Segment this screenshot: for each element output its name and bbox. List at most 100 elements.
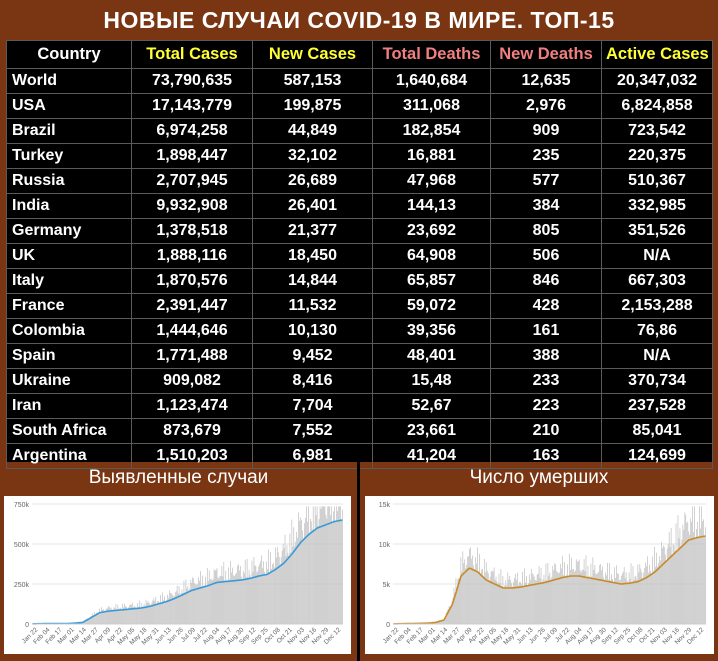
cell-active-cases: N/A xyxy=(601,343,713,369)
data-bar xyxy=(294,546,296,624)
data-bar xyxy=(103,611,105,624)
data-bar xyxy=(113,607,115,624)
data-bar xyxy=(636,579,638,624)
data-bar xyxy=(696,528,697,624)
data-bar xyxy=(653,570,654,624)
data-bar xyxy=(198,577,199,624)
data-bar xyxy=(201,585,202,624)
data-bar xyxy=(218,578,220,624)
data-bar xyxy=(224,581,226,624)
data-bar xyxy=(554,563,556,624)
data-bar xyxy=(669,546,671,624)
data-bar xyxy=(101,609,103,624)
cell-total-deaths: 182,854 xyxy=(372,118,491,144)
data-bar xyxy=(593,570,595,624)
data-bar xyxy=(688,531,690,624)
data-bar xyxy=(676,550,678,624)
cell-new-deaths: 388 xyxy=(490,343,602,369)
data-bar xyxy=(121,609,123,624)
data-bar xyxy=(494,579,496,624)
data-bar xyxy=(695,539,696,624)
data-bar xyxy=(492,571,494,624)
data-bar xyxy=(193,578,195,624)
cell-new-deaths: 846 xyxy=(490,268,602,294)
data-bar xyxy=(675,523,677,624)
data-bar xyxy=(671,554,673,624)
data-bar xyxy=(154,600,156,624)
data-bar xyxy=(639,564,641,624)
data-bar xyxy=(474,569,475,624)
data-bar xyxy=(184,592,186,624)
y-tick-label: 10k xyxy=(379,542,391,549)
data-bar xyxy=(692,506,693,624)
cell-country: World xyxy=(6,68,132,94)
data-bar xyxy=(527,586,528,624)
data-bar xyxy=(525,582,526,624)
data-bar xyxy=(147,600,149,624)
cell-total-deaths: 41,204 xyxy=(372,443,491,469)
data-bar xyxy=(146,602,148,624)
data-bar xyxy=(277,552,279,624)
data-bar xyxy=(328,506,330,624)
data-bar xyxy=(512,586,514,624)
data-bar xyxy=(605,572,606,624)
data-bar xyxy=(673,545,675,624)
data-bar xyxy=(682,524,684,624)
data-bar xyxy=(296,531,298,624)
cell-total-cases: 1,444,646 xyxy=(131,318,253,344)
data-bar xyxy=(608,579,609,624)
data-bar xyxy=(647,556,648,624)
data-bar xyxy=(567,564,568,624)
data-bar xyxy=(104,610,106,624)
data-bar xyxy=(507,572,509,624)
data-bar xyxy=(677,515,679,624)
data-bar xyxy=(668,531,670,624)
data-bar xyxy=(122,603,124,624)
data-bar xyxy=(561,568,562,624)
cell-total-deaths: 1,640,684 xyxy=(372,68,491,94)
data-bar xyxy=(135,607,136,624)
cell-active-cases: 220,375 xyxy=(601,143,713,169)
data-bar xyxy=(170,593,171,624)
data-bar xyxy=(173,596,175,624)
data-bar xyxy=(633,579,635,624)
data-bar xyxy=(293,527,295,624)
data-bar xyxy=(526,575,527,624)
cell-country: Argentina xyxy=(6,443,132,469)
data-bar xyxy=(529,579,531,624)
data-bar xyxy=(127,609,128,624)
data-bar xyxy=(183,580,185,624)
data-bar xyxy=(114,608,116,624)
data-bar xyxy=(618,580,620,624)
cell-total-cases: 2,707,945 xyxy=(131,168,253,194)
data-bar xyxy=(329,506,331,624)
data-bar xyxy=(456,588,458,624)
data-bar xyxy=(625,572,627,624)
data-bar xyxy=(243,573,245,624)
data-bar xyxy=(469,549,470,624)
data-bar xyxy=(546,580,548,624)
data-bar xyxy=(522,571,523,624)
data-bar xyxy=(310,521,312,624)
data-bar xyxy=(555,564,557,624)
data-bar xyxy=(504,585,506,624)
cell-active-cases: N/A xyxy=(601,243,713,269)
cell-new-deaths: 2,976 xyxy=(490,93,602,119)
data-bar xyxy=(496,581,498,624)
data-bar xyxy=(465,568,467,624)
data-bar xyxy=(591,576,593,624)
data-bar xyxy=(219,576,221,624)
data-bar xyxy=(654,546,655,624)
cell-active-cases: 76,86 xyxy=(601,318,713,344)
data-bar xyxy=(533,576,535,624)
data-bar xyxy=(264,571,265,624)
data-bar xyxy=(150,605,152,624)
data-bar xyxy=(542,579,544,624)
cell-country: Brazil xyxy=(6,118,132,144)
data-bar xyxy=(457,578,459,624)
data-bar xyxy=(584,571,586,624)
data-bar xyxy=(324,506,326,624)
data-bar xyxy=(149,603,151,624)
data-bar xyxy=(211,580,213,624)
